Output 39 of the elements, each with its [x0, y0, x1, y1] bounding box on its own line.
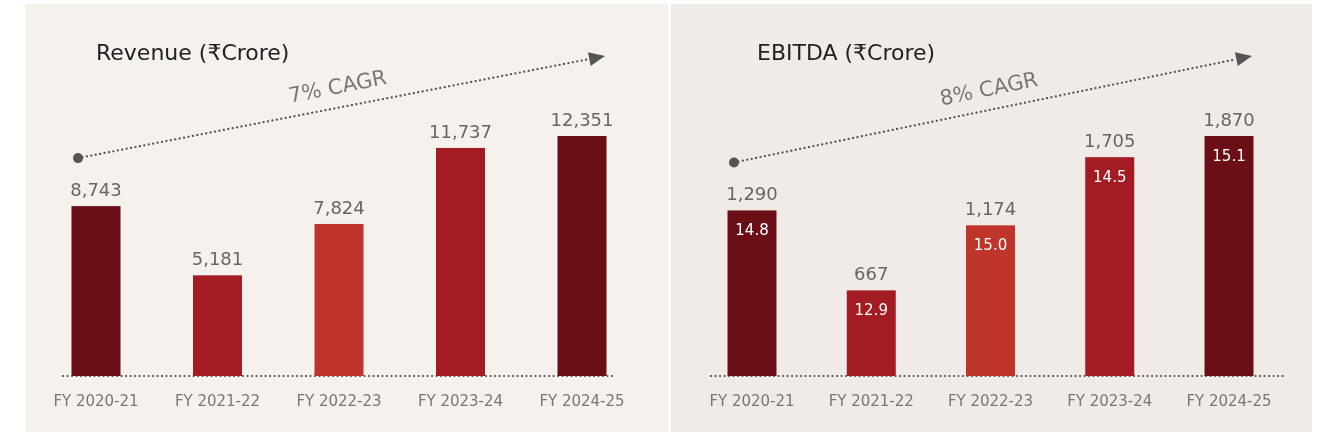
data-label: 1,870	[1203, 109, 1255, 130]
bar	[966, 225, 1015, 376]
x-tick-label: FY 2021-22	[174, 392, 261, 410]
x-tick-label: FY 2022-23	[296, 392, 382, 410]
x-tick-label: FY 2024-25	[1186, 392, 1272, 410]
data-label: 667	[854, 263, 889, 285]
bar	[846, 290, 896, 376]
annotation: 14.5	[1093, 168, 1127, 187]
x-tick-label: FY 2020-21	[53, 392, 139, 410]
chart-title: EBITDA (₹Crore)	[757, 40, 936, 65]
bar	[1085, 157, 1135, 376]
bar	[727, 210, 777, 376]
annotation: 12.9	[854, 301, 888, 320]
x-tick-label: FY 2021-22	[828, 392, 914, 410]
bar	[314, 223, 364, 376]
data-label: 5,181	[191, 248, 244, 270]
x-tick-label: FY 2024-25	[539, 392, 625, 410]
bar	[193, 275, 242, 376]
x-tick-label: FY 2023-24	[1067, 392, 1153, 410]
bar	[1204, 136, 1254, 376]
text: 8% CAGR	[937, 66, 1040, 111]
x-tick-label: FY 2023-24	[417, 392, 504, 410]
bar	[557, 136, 607, 376]
data-label: 1,705	[1083, 130, 1136, 152]
bar	[436, 147, 485, 376]
annotation: 14.8	[735, 221, 769, 240]
text: 7% CAGR	[286, 65, 389, 108]
data-label: 11,737	[429, 120, 492, 142]
chart-title: Revenue (₹Crore)	[96, 40, 290, 65]
data-label: 12,351	[550, 109, 614, 130]
data-label: 1,290	[726, 183, 778, 205]
data-label: 7,824	[313, 196, 365, 218]
data-label: 8,743	[70, 179, 122, 201]
x-tick-label: FY 2020-21	[709, 392, 795, 410]
x-tick-label: FY 2022-23	[947, 392, 1034, 410]
data-label: 1,174	[964, 198, 1017, 220]
bar	[71, 206, 121, 376]
annotation: 15.0	[973, 236, 1008, 255]
annotation: 15.1	[1212, 147, 1246, 165]
